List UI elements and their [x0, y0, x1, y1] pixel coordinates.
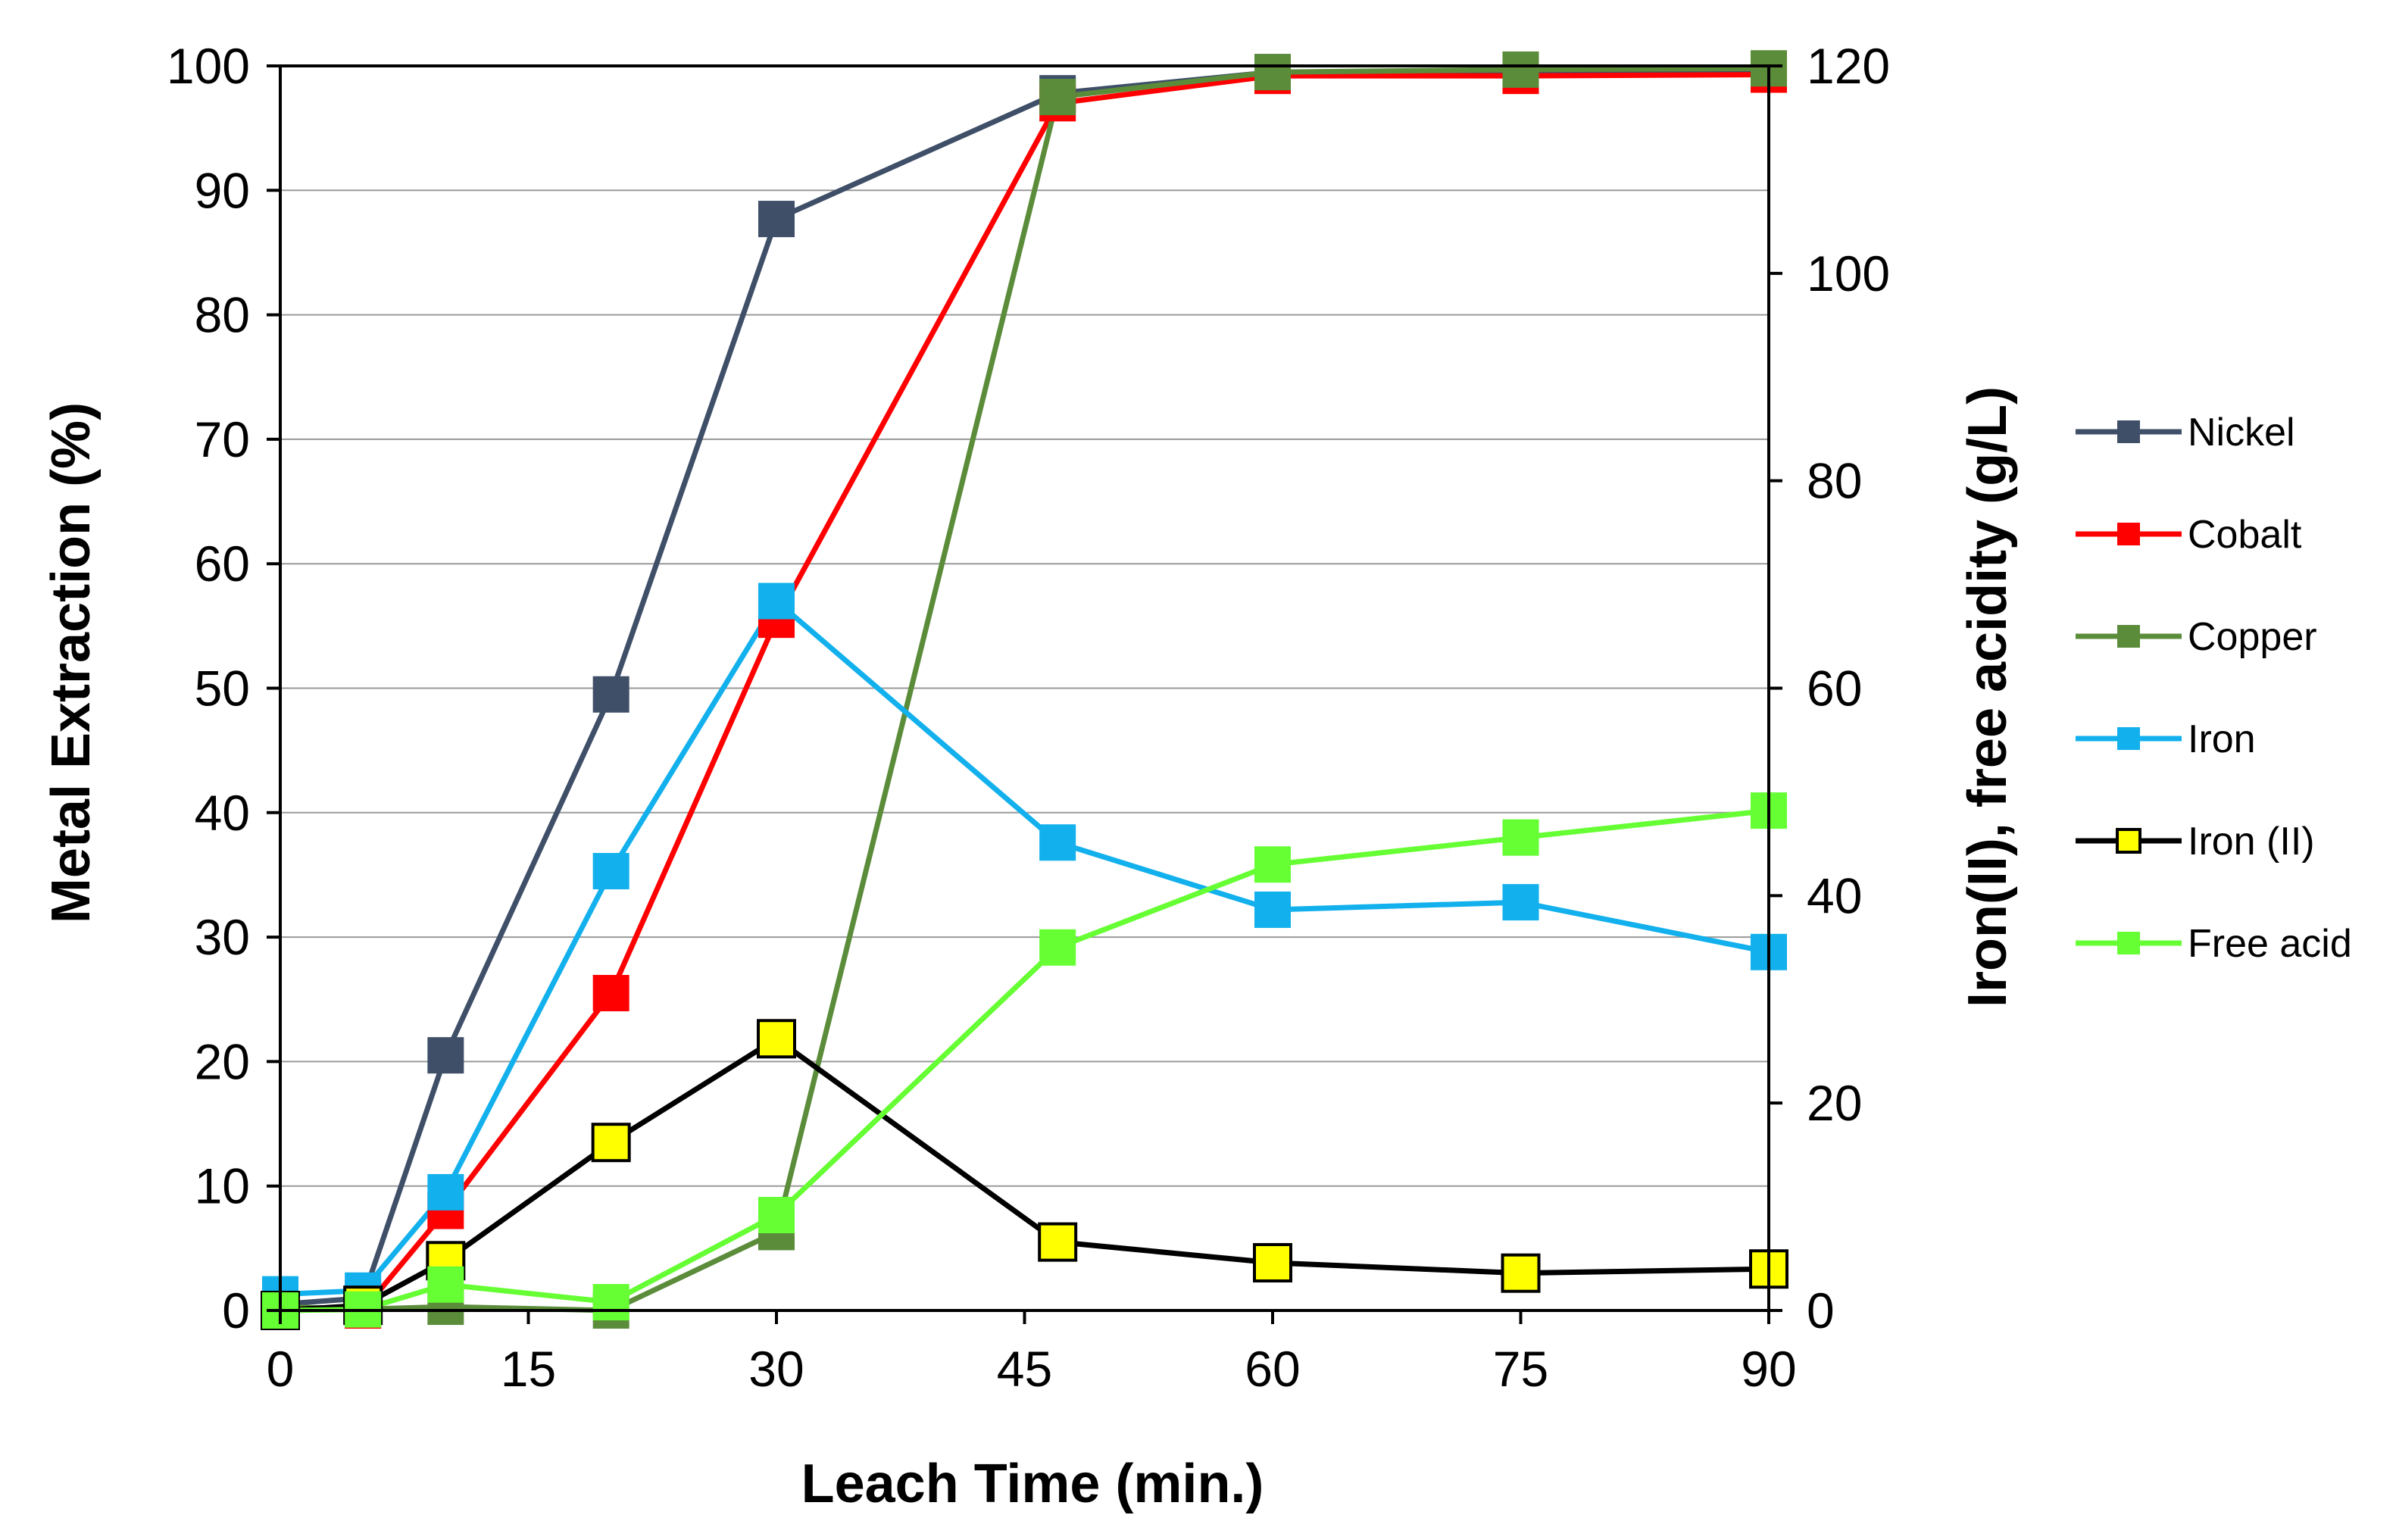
free-acid-point — [592, 1284, 629, 1321]
y-tick-label: 100 — [167, 38, 250, 94]
iron-point — [427, 1173, 464, 1210]
free-acid-point — [1502, 819, 1539, 856]
y2-tick-label: 80 — [1807, 453, 1862, 509]
x-tick-label: 75 — [1493, 1341, 1548, 1397]
x-tick-label: 15 — [501, 1341, 556, 1397]
legend-item-copper: Copper — [2076, 615, 2317, 659]
y-axis-right-ticks: 0 20 40 60 80 100 120 — [1769, 38, 1890, 1339]
y-tick-label: 10 — [195, 1158, 250, 1214]
y-tick-label: 50 — [195, 661, 250, 717]
y2-tick-label: 40 — [1807, 867, 1862, 923]
y-axis-right-title: Iron(II), free acidity (g/L) — [1957, 386, 2018, 1007]
nickel-point — [427, 1037, 464, 1074]
y-tick-label: 20 — [195, 1033, 250, 1089]
legend-label: Copper — [2188, 615, 2317, 659]
nickel-point — [592, 676, 629, 713]
legend-swatch-marker — [2117, 727, 2140, 750]
legend-label: Free acid — [2188, 922, 2352, 966]
iron-point — [592, 853, 629, 890]
nickel-point — [758, 201, 795, 238]
iron-ii-point — [1253, 1243, 1292, 1283]
y2-tick-label: 20 — [1807, 1075, 1862, 1131]
x-tick-label: 90 — [1741, 1341, 1796, 1397]
x-axis-title: Leach Time (min.) — [801, 1454, 1264, 1514]
legend-swatch-marker — [2116, 828, 2141, 854]
legend-item-nickel: Nickel — [2076, 411, 2295, 455]
x-tick-label: 45 — [997, 1341, 1052, 1397]
x-tick-label: 30 — [748, 1341, 804, 1397]
y-tick-label: 70 — [195, 411, 250, 467]
series-markers — [261, 50, 1788, 1330]
y2-tick-label: 0 — [1807, 1282, 1835, 1339]
x-axis-ticks: 0 15 30 45 60 75 90 — [267, 1310, 1797, 1397]
legend-label: Nickel — [2188, 411, 2295, 455]
free-acid-point — [427, 1266, 464, 1303]
y2-tick-label: 100 — [1807, 245, 1890, 301]
free-acid-point — [1039, 929, 1076, 966]
legend-label: Cobalt — [2188, 513, 2302, 557]
y2-tick-label: 60 — [1807, 661, 1862, 717]
y2-tick-label: 120 — [1807, 38, 1890, 94]
copper-point — [1254, 54, 1291, 91]
legend-label: Iron (II) — [2188, 820, 2315, 864]
free-acid-point — [758, 1197, 795, 1234]
y-axis-left-title: Metal Extraction (%) — [41, 402, 102, 923]
free-acid-point — [1254, 846, 1291, 883]
iron-point — [1254, 891, 1291, 928]
iron-point — [758, 583, 795, 620]
y-tick-label: 90 — [195, 162, 250, 218]
iron-ii-point — [591, 1123, 631, 1163]
legend-item-free-acid: Free acid — [2076, 922, 2352, 966]
legend-swatch-marker — [2117, 932, 2140, 954]
iron-ii-point — [757, 1019, 796, 1059]
legend-item-cobalt: Cobalt — [2076, 513, 2302, 557]
legend-item-iron: Iron — [2076, 717, 2256, 761]
legend-label: Iron — [2188, 717, 2256, 761]
y-tick-label: 30 — [195, 909, 250, 965]
iron-point — [1039, 824, 1076, 861]
y-tick-label: 80 — [195, 287, 250, 343]
legend-swatch-marker — [2117, 523, 2140, 545]
iron-ii-point — [1038, 1222, 1078, 1262]
legend-swatch-marker — [2117, 420, 2140, 443]
legend-swatch-marker — [2117, 625, 2140, 648]
x-tick-label: 0 — [267, 1341, 295, 1397]
cobalt-point — [592, 975, 629, 1012]
legend: Nickel Cobalt Copper Iron Iron (II) Free acid — [2076, 411, 2352, 966]
y-tick-label: 40 — [195, 785, 250, 841]
y-axis-left-ticks: 0 10 20 30 40 50 60 70 80 90 100 — [167, 38, 280, 1339]
copper-point — [1502, 51, 1539, 88]
copper-point — [1039, 79, 1076, 116]
y-tick-label: 0 — [222, 1282, 250, 1339]
iron-ii-point — [1501, 1253, 1541, 1293]
y-tick-label: 60 — [195, 536, 250, 592]
legend-item-iron-ii: Iron (II) — [2076, 820, 2315, 864]
iron-point — [1502, 884, 1539, 921]
x-tick-label: 60 — [1245, 1341, 1300, 1397]
